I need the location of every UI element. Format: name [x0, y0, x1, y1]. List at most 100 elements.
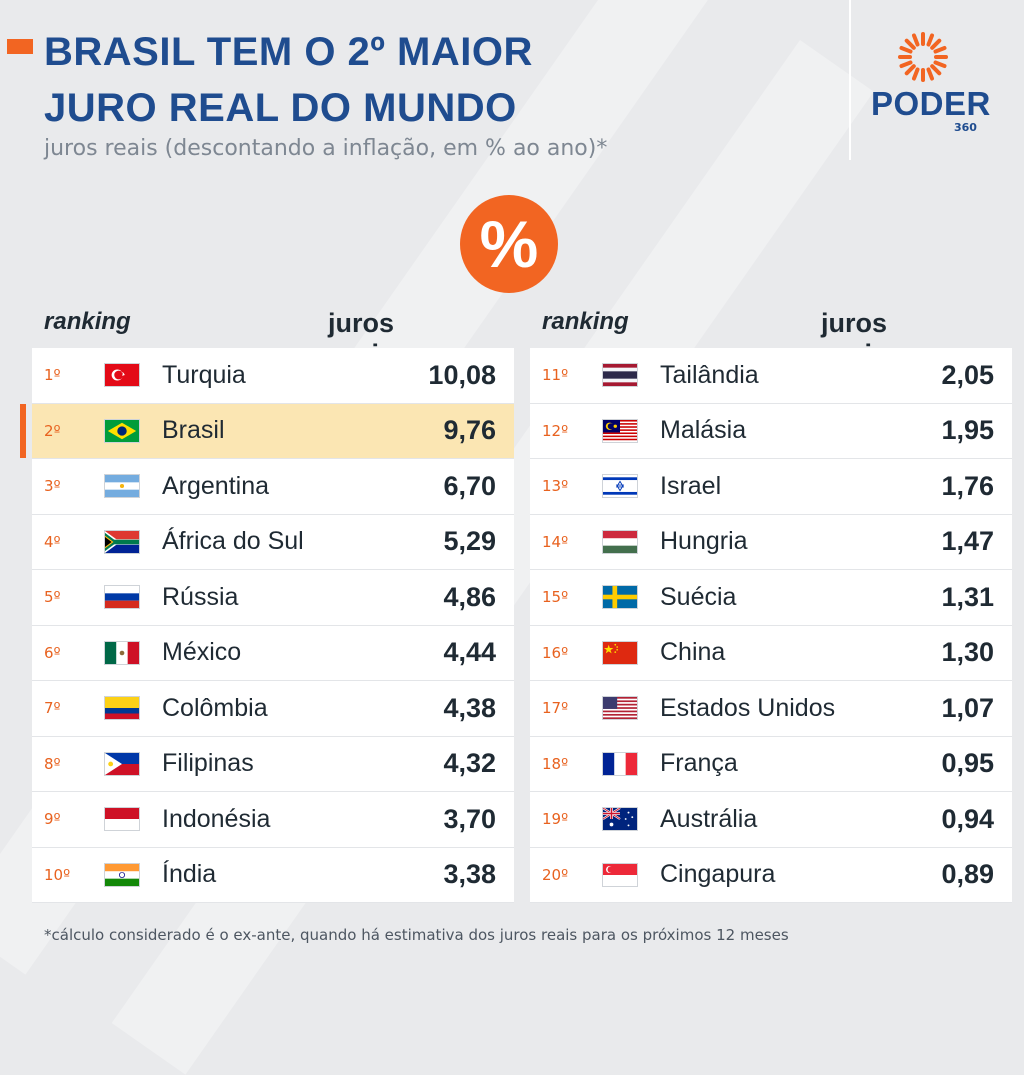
singapore-flag	[602, 862, 638, 887]
brazil-flag	[104, 418, 140, 443]
table-row: 3º Argentina 6,70	[32, 459, 514, 515]
country-name: Estados Unidos	[660, 693, 836, 722]
table-row: 16º China 1,30	[530, 625, 1012, 681]
table-row: 8º Filipinas 4,32	[32, 736, 514, 792]
rank-number: 14º	[542, 532, 569, 551]
real-interest-value: 1,47	[941, 526, 994, 557]
rank-number: 20º	[542, 865, 569, 884]
page-subtitle: juros reais (descontando a inflação, em …	[44, 136, 608, 161]
real-interest-value: 0,94	[941, 803, 994, 834]
percent-badge: %	[460, 195, 558, 293]
table-row: 9º Indonésia 3,70	[32, 792, 514, 848]
title-accent-bar	[7, 39, 33, 54]
rank-number: 11º	[542, 366, 569, 385]
table-row: 5º Rússia 4,86	[32, 570, 514, 626]
table-row: 2º Brasil 9,76	[20, 403, 514, 459]
table-row: 17º Estados Unidos 1,07	[530, 681, 1012, 737]
china-flag	[602, 640, 638, 665]
colombia-flag	[104, 696, 140, 721]
table-row: 10º Índia 3,38	[32, 847, 514, 903]
country-name: Filipinas	[162, 749, 254, 778]
real-interest-value: 4,32	[443, 748, 496, 779]
table-row: 11º Tailândia 2,05	[530, 348, 1012, 404]
sun-icon	[898, 32, 948, 82]
rank-number: 7º	[44, 699, 61, 718]
country-name: Austrália	[660, 804, 758, 833]
rank-number: 3º	[44, 477, 61, 496]
thailand-flag	[602, 363, 638, 388]
israel-flag	[602, 474, 638, 499]
rank-number: 10º	[44, 865, 71, 884]
country-name: China	[660, 638, 726, 667]
country-name: França	[660, 749, 738, 778]
australia-flag	[602, 807, 638, 832]
rank-number: 6º	[44, 643, 61, 662]
hungary-flag	[602, 529, 638, 554]
real-interest-value: 3,70	[443, 803, 496, 834]
logo-text: PODER	[871, 85, 991, 122]
table-row: 15º Suécia 1,31	[530, 570, 1012, 626]
table-row: 14º Hungria 1,47	[530, 514, 1012, 570]
footnote: *cálculo considerado é o ex-ante, quando…	[44, 926, 789, 944]
rank-number: 4º	[44, 532, 61, 551]
right-rank-header: ranking	[542, 308, 629, 335]
rank-number: 15º	[542, 588, 569, 607]
argentina-flag	[104, 474, 140, 499]
table-row: 1º Turquia 10,08	[32, 348, 514, 404]
rank-number: 2º	[44, 421, 61, 440]
country-name: Argentina	[162, 471, 270, 500]
south-africa-flag	[104, 529, 140, 554]
real-interest-value: 1,76	[941, 470, 994, 501]
real-interest-value: 6,70	[443, 470, 496, 501]
real-interest-value: 0,89	[941, 859, 994, 890]
country-name: África do Sul	[162, 527, 304, 556]
table-row: 4º África do Sul 5,29	[32, 514, 514, 570]
rank-number: 19º	[542, 810, 569, 829]
sweden-flag	[602, 585, 638, 610]
real-interest-value: 10,08	[428, 359, 496, 390]
rank-number: 9º	[44, 810, 61, 829]
real-interest-value: 2,05	[941, 359, 994, 390]
table-row: 6º México 4,44	[32, 625, 514, 681]
philippines-flag	[104, 751, 140, 776]
left-rank-header: ranking	[44, 308, 131, 335]
india-flag	[104, 862, 140, 887]
title-line-2: JURO REAL DO MUNDO	[44, 86, 517, 130]
logo-subtext: 360	[954, 121, 977, 134]
table-row: 7º Colômbia 4,38	[32, 681, 514, 737]
table-row: 18º França 0,95	[530, 736, 1012, 792]
real-interest-value: 4,38	[443, 692, 496, 723]
real-interest-value: 5,29	[443, 526, 496, 557]
rank-number: 1º	[44, 366, 61, 385]
indonesia-flag	[104, 807, 140, 832]
real-interest-value: 4,44	[443, 637, 496, 668]
country-name: Rússia	[162, 582, 239, 611]
real-interest-value: 1,07	[941, 692, 994, 723]
rank-number: 12º	[542, 421, 569, 440]
country-name: Índia	[162, 860, 217, 889]
real-interest-value: 9,76	[443, 415, 496, 446]
table-row: 19º Austrália 0,94	[530, 792, 1012, 848]
real-interest-value: 1,31	[941, 581, 994, 612]
ranking-table-left: 1º Turquia 10,08 2º Brasil 9,76 3º Argentina 6,7…	[20, 348, 514, 903]
malaysia-flag	[602, 418, 638, 443]
table-row: 20º Cingapura 0,89	[530, 847, 1012, 903]
ranking-table-right: 11º Tailândia 2,05 12º Malásia 1,95 13º Israel 1…	[530, 348, 1012, 903]
mexico-flag	[104, 640, 140, 665]
real-interest-value: 0,95	[941, 748, 994, 779]
table-row: 12º Malásia 1,95	[530, 403, 1012, 459]
country-name: Suécia	[660, 582, 737, 611]
country-name: México	[162, 638, 242, 667]
turkey-flag	[104, 363, 140, 388]
country-name: Brasil	[162, 416, 225, 445]
rank-number: 13º	[542, 477, 569, 496]
real-interest-value: 4,86	[443, 581, 496, 612]
usa-flag	[602, 696, 638, 721]
highlight-marker	[20, 403, 26, 458]
divider-line	[849, 0, 851, 160]
country-name: Tailândia	[660, 360, 759, 389]
country-name: Colômbia	[162, 693, 268, 722]
russia-flag	[104, 585, 140, 610]
real-interest-value: 1,95	[941, 415, 994, 446]
country-name: Malásia	[660, 416, 747, 445]
